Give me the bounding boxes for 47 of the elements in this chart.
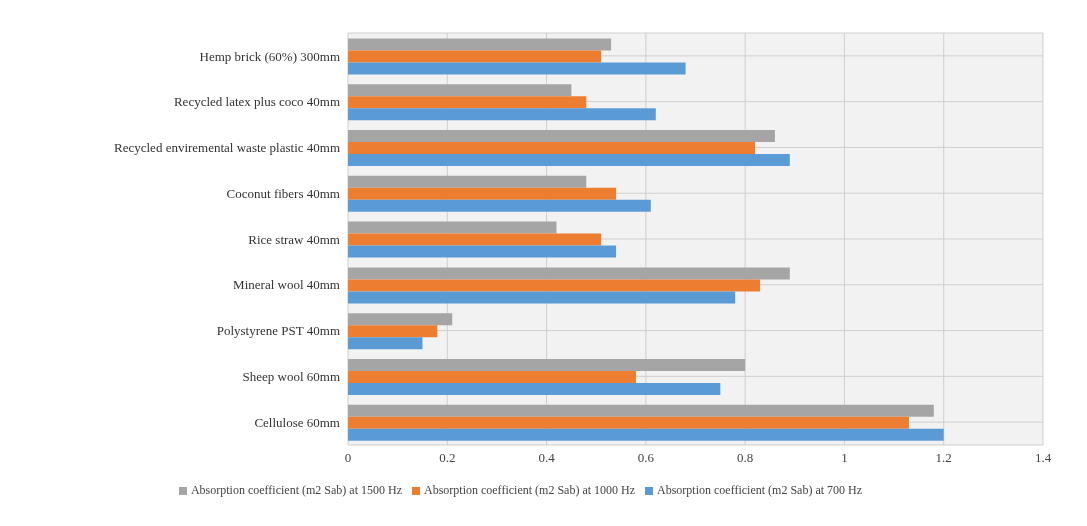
x-tick-label: 1 (841, 450, 848, 466)
x-tick-label: 0.2 (439, 450, 456, 466)
bar (348, 84, 572, 97)
bar (348, 428, 944, 441)
bar (348, 404, 934, 417)
y-tick-label: Cellulose 60mm (254, 414, 340, 430)
y-tick-label: Recycled enviremental waste plastic 40mm (114, 140, 340, 156)
bar (348, 38, 612, 51)
bar (348, 382, 721, 395)
bar (348, 96, 587, 109)
y-tick-label: Rice straw 40mm (248, 231, 340, 247)
bar (348, 154, 790, 167)
y-tick-label: Sheep wool 60mm (242, 368, 340, 384)
bar (348, 187, 617, 200)
legend-label: Absorption coefficient (m2 Sab) at 1500 Hz (190, 483, 402, 497)
x-tick-label: 0.8 (737, 450, 754, 466)
y-tick-label: Recycled latex plus coco 40mm (173, 94, 340, 110)
legend-label: Absorption coefficient (m2 Sab) at 700 Hz (657, 483, 863, 497)
x-tick-label: 1.2 (935, 450, 952, 466)
y-tick-label: Coconut fibers 40mm (226, 185, 340, 201)
bar (348, 325, 438, 338)
bar (348, 370, 636, 383)
y-tick-label: Polystyrene PST 40mm (216, 323, 340, 339)
bar (348, 175, 587, 188)
bar (348, 245, 617, 258)
bar (348, 358, 746, 371)
bar (348, 233, 602, 246)
x-tick-label: 0.6 (637, 450, 655, 466)
bar (348, 62, 686, 75)
bar (348, 221, 557, 234)
legend-label: Absorption coefficient (m2 Sab) at 1000 Hz (423, 483, 636, 497)
bar (348, 291, 736, 304)
y-tick-label: Hemp brick (60%) 300mm (199, 48, 340, 64)
y-tick-label: Mineral wool 40mm (233, 277, 340, 293)
bar (348, 142, 756, 155)
x-tick-label: 0 (344, 450, 352, 466)
bar (348, 267, 790, 280)
bar (348, 199, 651, 212)
bar (348, 416, 909, 429)
x-tick-label: 1.4 (1034, 450, 1052, 466)
bar (348, 130, 775, 143)
bar (348, 337, 423, 350)
bar (348, 50, 602, 63)
bar (348, 279, 761, 292)
x-tick-label: 0.4 (538, 450, 556, 466)
bar (348, 313, 453, 326)
bar (348, 108, 656, 121)
